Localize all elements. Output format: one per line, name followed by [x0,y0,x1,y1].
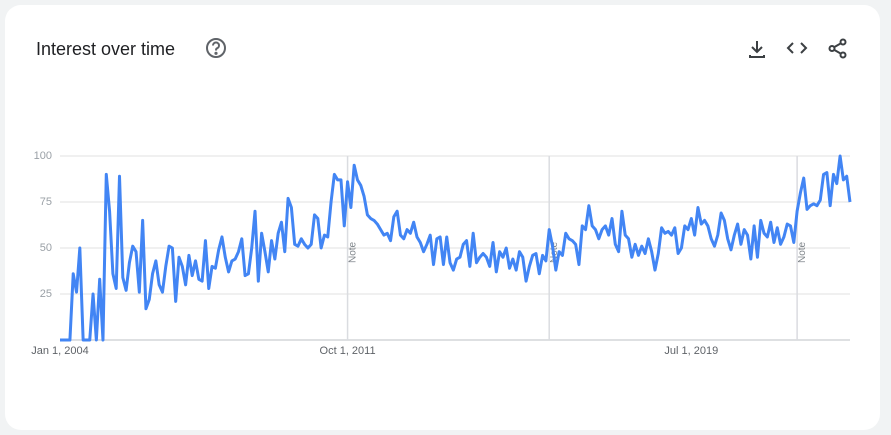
note-label: Note [797,241,808,263]
x-tick-label: Oct 1, 2011 [320,345,376,357]
card [5,5,880,430]
y-tick-label: 75 [40,196,52,208]
chart-title: Interest over time [36,39,175,59]
y-tick-label: 25 [40,288,52,300]
note-label: Note [348,241,359,263]
y-tick-label: 100 [34,150,52,162]
help-icon[interactable] [206,38,226,58]
download-button[interactable] [749,41,765,58]
y-tick-label: 50 [40,242,52,254]
share-button[interactable] [828,38,847,59]
trend-line [60,154,852,342]
x-tick-label: Jul 1, 2019 [664,345,718,357]
x-tick-label: Jan 1, 2004 [31,345,89,357]
embed-button[interactable] [786,42,808,54]
